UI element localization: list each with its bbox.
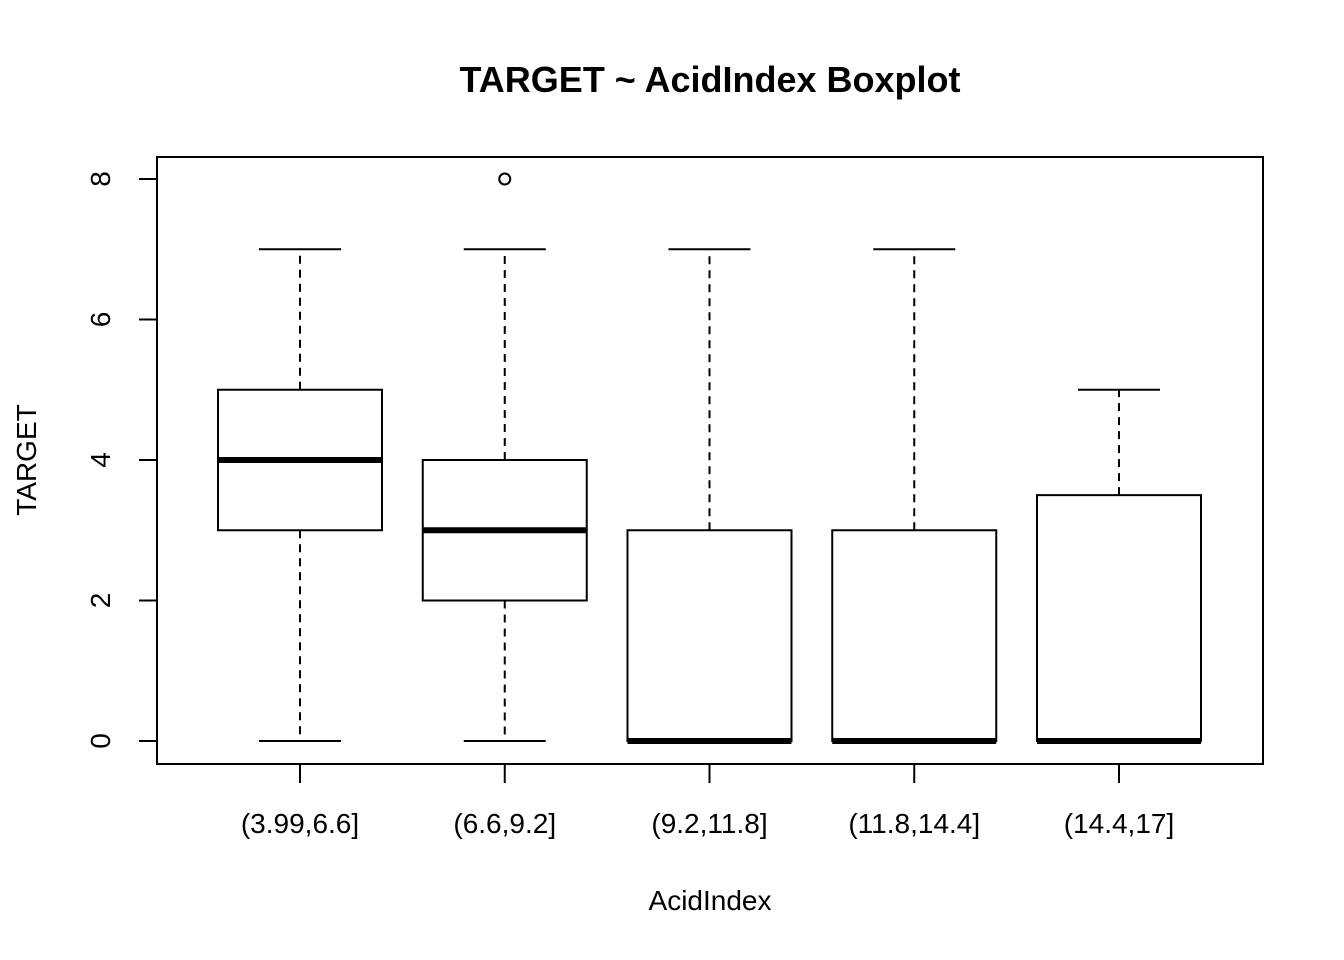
x-tick-label: (3.99,6.6] (241, 808, 359, 839)
y-tick-label: 8 (85, 171, 116, 187)
x-tick-label: (14.4,17] (1064, 808, 1175, 839)
x-axis: (3.99,6.6] (6.6,9.2] (9.2,11.8] (11.8,14.4]… (241, 764, 1174, 839)
x-tick-label: (6.6,9.2] (453, 808, 556, 839)
boxes-layer (217, 172, 1202, 744)
y-tick-label: 2 (85, 593, 116, 609)
chart-title: TARGET ~ AcidIndex Boxplot (459, 59, 960, 100)
x-axis-label: AcidIndex (649, 885, 772, 916)
box-group (626, 248, 793, 744)
y-axis-label: TARGET (11, 404, 42, 515)
x-tick-label: (11.8,14.4] (848, 808, 980, 839)
box-group (1036, 388, 1202, 744)
box-group (421, 172, 588, 742)
box-group (831, 248, 998, 744)
y-tick-label: 6 (85, 312, 116, 328)
y-tick-label: 4 (85, 452, 116, 468)
x-tick-label: (9.2,11.8] (651, 808, 767, 839)
box-group (217, 248, 383, 742)
y-tick-label: 0 (85, 733, 116, 749)
box (1036, 494, 1202, 742)
box (831, 529, 998, 742)
y-axis: 0 2 4 6 8 (85, 171, 157, 749)
outlier-point (498, 172, 512, 186)
box (626, 529, 793, 742)
